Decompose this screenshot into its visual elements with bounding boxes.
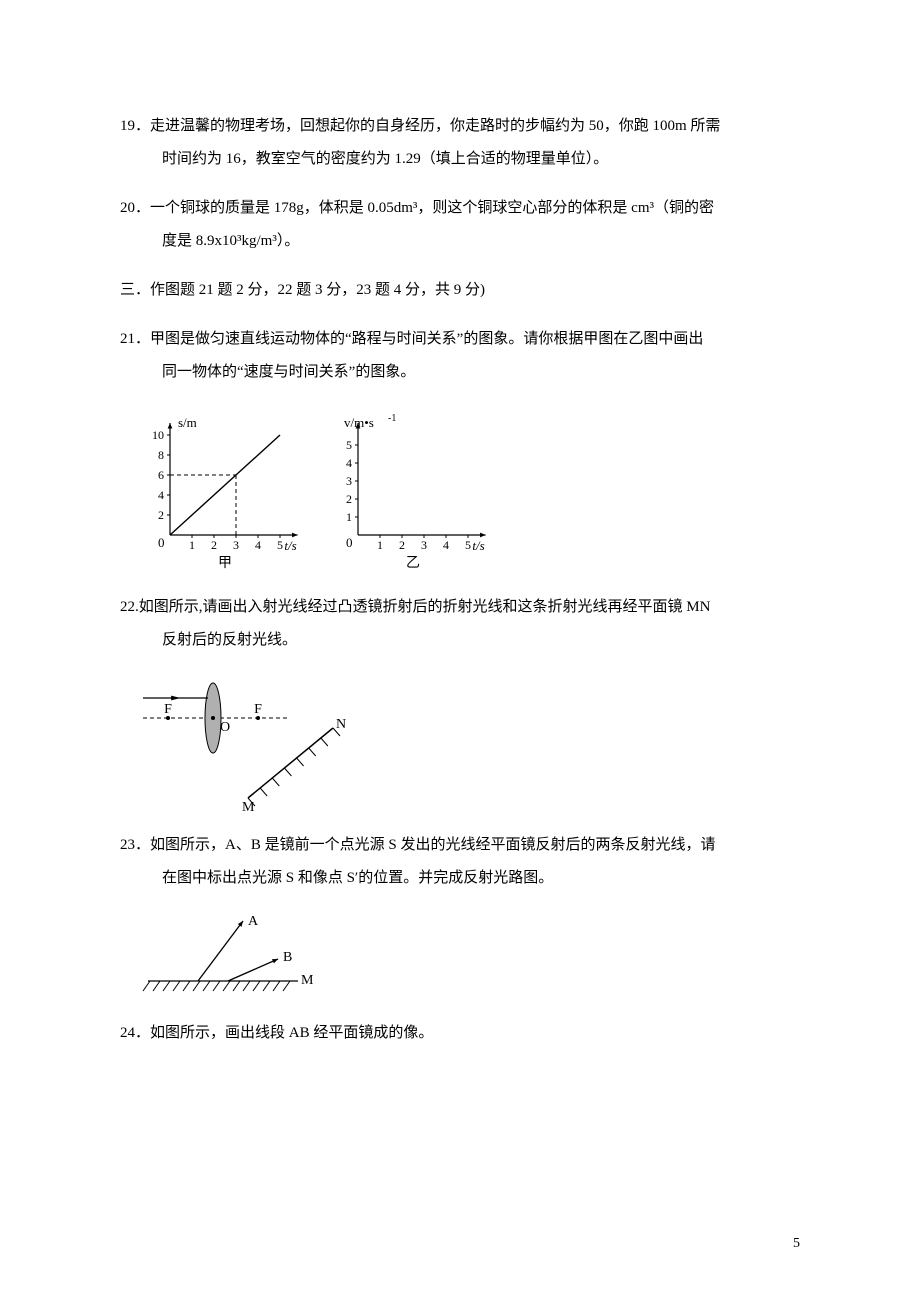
q22-line1: 如图所示,请画出入射光线经过凸透镜折射后的折射光线和这条折射光线再经平面镜 MN [139,599,711,615]
svg-text:N: N [336,717,346,732]
svg-text:A: A [248,914,259,929]
svg-text:4: 4 [158,488,164,502]
q24-text: 如图所示，画出线段 AB 经平面镜成的像。 [150,1025,433,1041]
q19-line2: 时间约为 16，教室空气的密度约为 1.29（填上合适的物理量单位）。 [162,151,608,167]
question-23-cont: 在图中标出点光源 S 和像点 S′的位置。并完成反射光路图。 [120,862,800,895]
section3-text: 三．作图题 21 题 2 分，22 题 3 分，23 题 4 分，共 9 分) [120,282,485,298]
svg-text:10: 10 [152,428,164,442]
q22-num: 22. [120,599,139,615]
page-number: 5 [793,1236,800,1252]
svg-text:t/s: t/s [472,538,484,553]
svg-text:5: 5 [346,438,352,452]
q21-charts-svg: s/mt/s024681012345甲v/m•s-1t/s01234512345… [138,405,518,575]
svg-text:1: 1 [377,538,383,552]
question-21: 21．甲图是做匀速直线运动物体的“路程与时间关系”的图象。请你根据甲图在乙图中画… [120,323,800,356]
svg-text:3: 3 [421,538,427,552]
svg-text:F: F [254,702,262,717]
svg-text:2: 2 [346,492,352,506]
svg-text:3: 3 [346,474,352,488]
svg-text:v/m•s: v/m•s [344,415,374,430]
q23-num: 23． [120,837,150,853]
svg-text:1: 1 [346,510,352,524]
svg-text:4: 4 [443,538,449,552]
q19-line1: 走进温馨的物理考场，回想起你的自身经历，你走路时的步幅约为 50，你跑 100m… [150,118,720,134]
svg-text:2: 2 [399,538,405,552]
question-22-cont: 反射后的反射光线。 [120,624,800,657]
svg-text:B: B [283,950,292,965]
svg-text:6: 6 [158,468,164,482]
q24-num: 24． [120,1025,150,1041]
question-19-cont: 时间约为 16，教室空气的密度约为 1.29（填上合适的物理量单位）。 [120,143,800,176]
svg-text:s/m: s/m [178,415,197,430]
q22-figure: F O F N M [138,673,800,813]
svg-text:甲: 甲 [218,556,232,571]
q21-line2: 同一物体的“速度与时间关系”的图象。 [162,364,415,380]
q23-figure: M A B [138,911,800,1001]
q23-line1: 如图所示，A、B 是镜前一个点光源 S 发出的光线经平面镜反射后的两条反射光线，… [150,837,715,853]
page-container: 19．走进温馨的物理考场，回想起你的自身经历，你走路时的步幅约为 50，你跑 1… [0,0,920,1302]
q23-line2: 在图中标出点光源 S 和像点 S′的位置。并完成反射光路图。 [162,870,553,886]
q21-figure: s/mt/s024681012345甲v/m•s-1t/s01234512345… [138,405,800,575]
question-24: 24．如图所示，画出线段 AB 经平面镜成的像。 [120,1017,800,1050]
q19-num: 19． [120,118,150,134]
svg-text:5: 5 [277,538,283,552]
svg-text:-1: -1 [388,413,396,424]
question-19: 19．走进温馨的物理考场，回想起你的自身经历，你走路时的步幅约为 50，你跑 1… [120,110,800,143]
svg-text:t/s: t/s [284,538,296,553]
q23-svg: M A B [138,911,338,1001]
q20-line2: 度是 8.9x10³kg/m³）。 [162,233,299,249]
question-20: 20．一个铜球的质量是 178g，体积是 0.05dm³，则这个铜球空心部分的体… [120,192,800,225]
svg-text:4: 4 [346,456,352,470]
question-22: 22.如图所示,请画出入射光线经过凸透镜折射后的折射光线和这条折射光线再经平面镜… [120,591,800,624]
q20-num: 20． [120,200,150,216]
svg-text:F: F [164,702,172,717]
svg-text:2: 2 [211,538,217,552]
svg-text:2: 2 [158,508,164,522]
svg-text:M: M [242,800,255,813]
svg-text:乙: 乙 [406,555,420,571]
svg-text:3: 3 [233,538,239,552]
q21-line1: 甲图是做匀速直线运动物体的“路程与时间关系”的图象。请你根据甲图在乙图中画出 [150,331,703,347]
question-21-cont: 同一物体的“速度与时间关系”的图象。 [120,356,800,389]
question-23: 23．如图所示，A、B 是镜前一个点光源 S 发出的光线经平面镜反射后的两条反射… [120,829,800,862]
svg-text:1: 1 [189,538,195,552]
svg-text:M: M [301,973,314,988]
q21-num: 21． [120,331,150,347]
svg-text:O: O [220,720,230,735]
q22-svg: F O F N M [138,673,358,813]
svg-text:4: 4 [255,538,261,552]
question-20-cont: 度是 8.9x10³kg/m³）。 [120,225,800,258]
svg-text:0: 0 [158,535,165,550]
svg-text:0: 0 [346,535,353,550]
q22-line2: 反射后的反射光线。 [162,632,297,648]
svg-text:5: 5 [465,538,471,552]
svg-text:8: 8 [158,448,164,462]
section-3-header: 三．作图题 21 题 2 分，22 题 3 分，23 题 4 分，共 9 分) [120,274,800,307]
q20-line1: 一个铜球的质量是 178g，体积是 0.05dm³，则这个铜球空心部分的体积是 … [150,200,714,216]
